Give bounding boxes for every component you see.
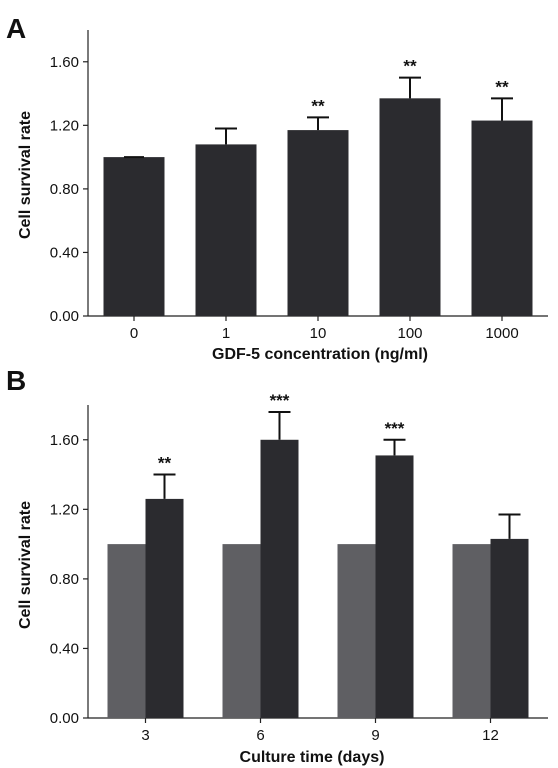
panel-a-error-bar (399, 76, 421, 99)
panel-a-y-tick-label: 1.60 (50, 54, 79, 71)
panel-b-chart: B Cell survival rate Culture time (days)… (6, 365, 548, 766)
panel-a-bar (287, 130, 349, 316)
panel-b-label: B (6, 365, 26, 396)
panel-b-x-axis-title: Culture time (days) (240, 749, 385, 766)
panel-b-x-tick-label: 12 (482, 727, 499, 744)
panel-a-x-tick-label: 0 (130, 325, 138, 342)
panel-a-significance-label: ** (495, 77, 509, 96)
panel-a-bar (103, 157, 165, 316)
panel-b-error-bar (153, 473, 176, 499)
panel-b-x-tick-label: 9 (371, 727, 379, 744)
panel-a-y-tick-label: 0.80 (50, 181, 79, 198)
panel-b-significance-label: *** (270, 391, 290, 410)
panel-b-y-tick-label: 1.60 (50, 432, 79, 449)
panel-b-error-bar (383, 438, 406, 456)
panel-b-x-tick-label: 3 (141, 727, 149, 744)
panel-b-y-axis-title: Cell survival rate (17, 501, 34, 629)
panel-b-bar (107, 544, 146, 718)
panel-a-x-axis-title: GDF-5 concentration (ng/ml) (212, 346, 428, 363)
panel-a-bar (471, 120, 533, 316)
panel-b-bar (337, 544, 376, 718)
panel-a-label: A (6, 13, 26, 44)
panel-b-y-tick-label: 1.20 (50, 501, 79, 518)
panel-b-y-tick-label: 0.40 (50, 640, 79, 657)
panel-a-x-tick-label: 100 (397, 325, 422, 342)
panel-b-significance-label: ** (158, 454, 172, 473)
panel-a-chart: A Cell survival rate GDF-5 concentration… (6, 13, 548, 363)
panel-b-error-bar (498, 513, 521, 539)
panel-a-y-tick-label: 1.20 (50, 117, 79, 134)
panel-b-error-bar (268, 410, 291, 440)
panel-b-y-tick-label: 0.80 (50, 571, 79, 588)
panel-a-y-tick-label: 0.40 (50, 244, 79, 261)
panel-a-x-tick-label: 1 (222, 325, 230, 342)
panel-b-plot-area: 0.00 0.40 0.80 1.20 1.60 3 ** 6 *** 9 *** 12 (50, 391, 548, 744)
panel-a-y-tick-label: 0.00 (50, 308, 79, 325)
panel-a-significance-label: ** (403, 57, 417, 76)
panel-a-error-bar (491, 97, 513, 121)
panel-b-y-tick-label: 0.00 (50, 710, 79, 727)
panel-b-bar (260, 439, 299, 718)
panel-b-bar (222, 544, 261, 718)
panel-b-x-tick-label: 6 (256, 727, 264, 744)
panel-a-y-axis-title: Cell survival rate (17, 111, 34, 239)
panel-a-plot-area: 0.00 0.40 0.80 1.20 1.60 0 1 10 ** 100 ** 1000 ** (50, 30, 548, 342)
panel-a-error-bar (215, 127, 237, 145)
panel-a-x-tick-label: 1000 (485, 325, 518, 342)
panel-a-bar (195, 144, 257, 316)
panel-a-significance-label: ** (311, 96, 325, 115)
panel-b-bar (490, 538, 529, 718)
panel-a-error-bar (307, 116, 329, 131)
panel-b-bar (452, 544, 491, 718)
panel-b-bar (145, 498, 184, 718)
panel-a-bar (379, 98, 441, 316)
panel-b-significance-label: *** (385, 419, 405, 438)
panel-b-bar (375, 455, 414, 718)
panel-a-x-tick-label: 10 (310, 325, 327, 342)
